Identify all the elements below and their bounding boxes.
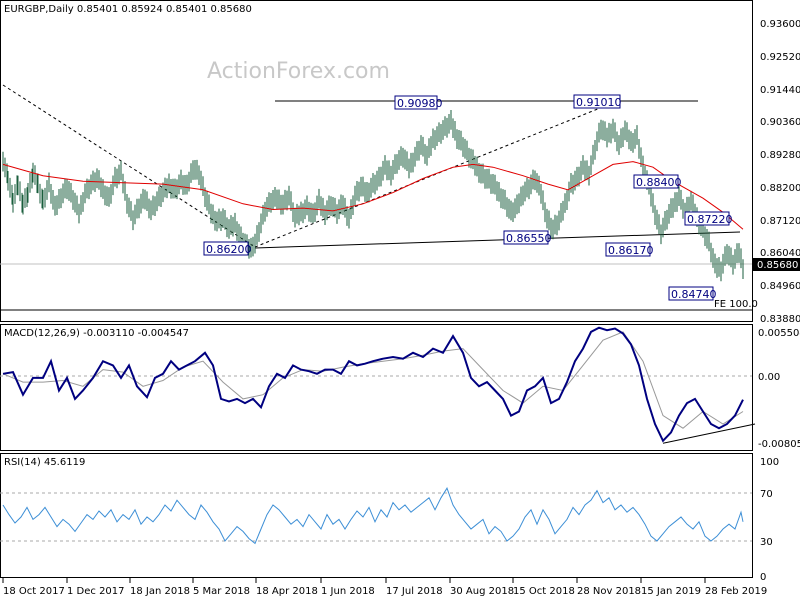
x-tick-label: 18 Oct 2017	[3, 586, 65, 597]
rsi-y-axis: 100 70 30 0	[760, 457, 779, 583]
price-y-tick: 0.86040	[760, 248, 800, 259]
tag-box	[668, 286, 714, 301]
macd-title: MACD(12,26,9) -0.003110 -0.004547	[4, 328, 189, 339]
x-tick-label: 15 Jan 2019	[641, 586, 701, 597]
x-tick-label: 17 Jul 2018	[386, 586, 443, 597]
rsi-panel	[0, 453, 753, 578]
tag-box	[394, 95, 438, 110]
price-y-tick: 0.84960	[760, 281, 800, 292]
x-tick-label: 28 Nov 2018	[577, 586, 641, 597]
rsi-y-tick: 70	[760, 489, 773, 500]
price-y-tick: 0.90360	[760, 117, 800, 128]
macd-line	[2, 326, 744, 443]
price-y-tick: 0.92520	[760, 52, 800, 63]
price-y-tick: 0.91440	[760, 85, 800, 96]
tag-fe-100: FE 100.0	[714, 299, 758, 310]
price-y-tick: 0.93600	[760, 19, 800, 30]
macd-y-tick: 0.005504	[758, 328, 800, 339]
tag-0.88400: 0.88400	[636, 176, 682, 189]
price-panel	[0, 0, 753, 322]
x-tick-label: 28 Feb 2019	[705, 586, 767, 597]
price-y-tick: 0.89280	[760, 150, 800, 161]
macd-y-tick: 0.00	[758, 372, 780, 383]
tag-0.86550: 0.86550	[506, 232, 552, 245]
tag-box	[684, 211, 730, 226]
x-tick-label: 5 Mar 2018	[193, 586, 250, 597]
tag-box	[633, 174, 679, 189]
current-price-label: 0.85680	[757, 260, 798, 271]
tag-box	[573, 94, 621, 109]
x-tick-label: 30 Aug 2018	[450, 586, 514, 597]
tag-box	[605, 242, 651, 257]
watermark: ActionForex.com	[207, 59, 390, 84]
downtrend-dashed-line	[2, 84, 256, 248]
x-tick-label: 15 Oct 2018	[513, 586, 575, 597]
x-tick-label: 1 Dec 2017	[67, 586, 125, 597]
tag-0.84740: 0.84740	[671, 288, 717, 301]
tag-0.90980: 0.90980	[397, 97, 443, 110]
price-y-tick: 0.88200	[760, 183, 800, 194]
rsi-y-tick: 30	[760, 537, 773, 548]
rsi-line	[2, 487, 744, 545]
annotation-tags: 0.90980 0.91010 0.88400 0.87220 0.86200 …	[203, 94, 758, 310]
macd-panel	[0, 324, 753, 451]
price-y-axis: 0.93600 0.92520 0.91440 0.90360 0.89280 …	[760, 19, 800, 325]
rsi-y-tick: 0	[760, 572, 766, 583]
tag-0.91010: 0.91010	[576, 96, 622, 109]
x-tick-label: 18 Apr 2018	[256, 586, 318, 597]
macd-y-axis: 0.005504 0.00 -0.00805	[758, 328, 800, 450]
tag-0.86200: 0.86200	[206, 243, 252, 256]
neckline	[254, 231, 741, 249]
rsi-title: RSI(14) 45.6119	[4, 457, 85, 468]
current-price-marker	[753, 258, 800, 271]
x-tick-label: 1 Jun 2018	[321, 586, 375, 597]
tag-0.87220: 0.87220	[687, 213, 733, 226]
macd-y-tick: -0.00805	[758, 439, 800, 450]
tag-0.86170: 0.86170	[608, 244, 654, 257]
tag-box	[203, 241, 249, 256]
price-y-tick: 0.83880	[760, 314, 800, 325]
sma-line	[2, 161, 744, 230]
price-y-tick: 0.87120	[760, 216, 800, 227]
price-title: EURGBP,Daily 0.85401 0.85924 0.85401 0.8…	[4, 4, 252, 15]
rsi-y-tick: 100	[760, 457, 779, 468]
macd-trendline	[662, 423, 756, 444]
x-axis: 18 Oct 2017 1 Dec 2017 18 Jan 2018 5 Mar 20…	[2, 578, 767, 597]
tag-box	[503, 230, 549, 245]
x-tick-label: 18 Jan 2018	[130, 586, 190, 597]
macd-signal-line	[2, 331, 744, 429]
